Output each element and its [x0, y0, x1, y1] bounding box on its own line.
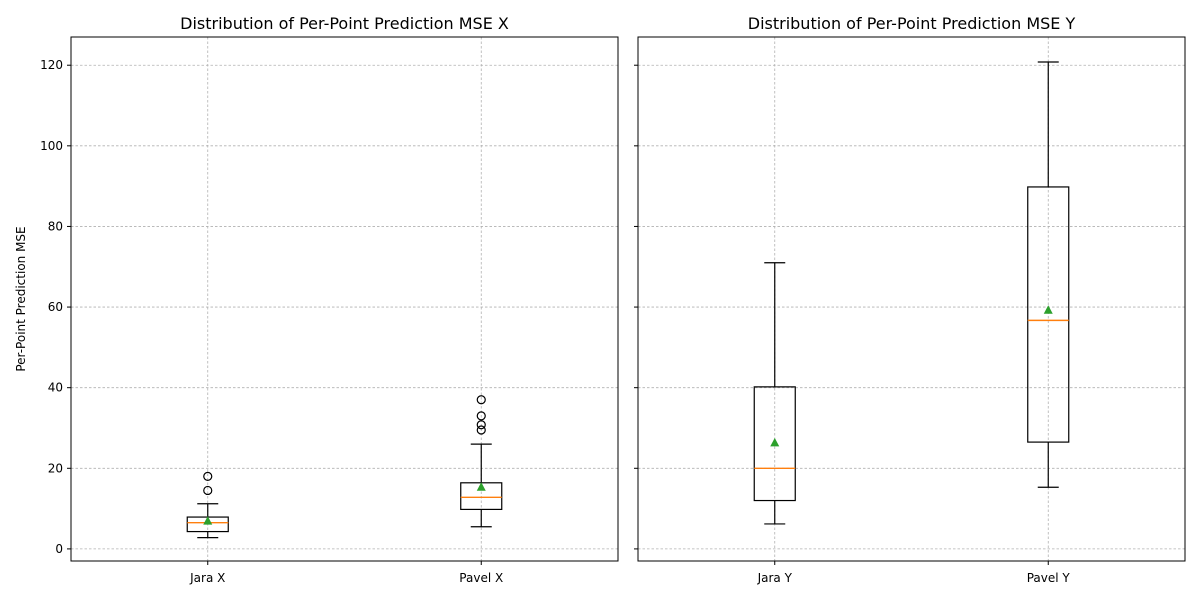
panel-x: Distribution of Per-Point Prediction MSE…: [14, 14, 619, 585]
mean-marker: [1043, 305, 1053, 314]
mean-marker: [770, 437, 780, 447]
outlier-point: [203, 485, 213, 496]
axes-frame-y: [637, 36, 1186, 562]
outlier-point: [203, 471, 213, 481]
y-tick-label: 120: [40, 58, 63, 72]
panel-y: Distribution of Per-Point Prediction MSE…: [634, 14, 1186, 585]
x-tick-label: Pavel X: [459, 571, 503, 585]
box-group: [186, 471, 229, 539]
y-tick-label: 0: [55, 542, 63, 556]
x-tick-label: Jara Y: [757, 571, 793, 585]
box-group: [1027, 61, 1070, 488]
outlier-point: [476, 420, 486, 430]
y-tick-label: 40: [48, 381, 63, 395]
mean-marker: [203, 516, 213, 525]
axes-frame-x: [70, 36, 619, 562]
y-tick-label: 60: [48, 300, 63, 314]
y-tick-label: 80: [48, 219, 63, 233]
chart-title-y: Distribution of Per-Point Prediction MSE…: [748, 14, 1076, 33]
chart-title-x: Distribution of Per-Point Prediction MSE…: [180, 14, 509, 33]
box-iqr: [753, 386, 796, 502]
box-iqr: [1027, 186, 1070, 443]
box-group: [460, 395, 503, 528]
outlier-point: [476, 425, 486, 435]
mean-marker: [476, 482, 486, 491]
x-tick-label: Jara X: [189, 571, 225, 585]
y-tick-label: 100: [40, 139, 63, 153]
outlier-point: [476, 395, 486, 405]
outlier-point: [476, 411, 486, 421]
y-tick-label: 20: [48, 461, 63, 475]
y-axis-label: Per-Point Prediction MSE: [14, 226, 28, 371]
x-tick-label: Pavel Y: [1027, 571, 1071, 585]
box-group: [753, 262, 796, 525]
